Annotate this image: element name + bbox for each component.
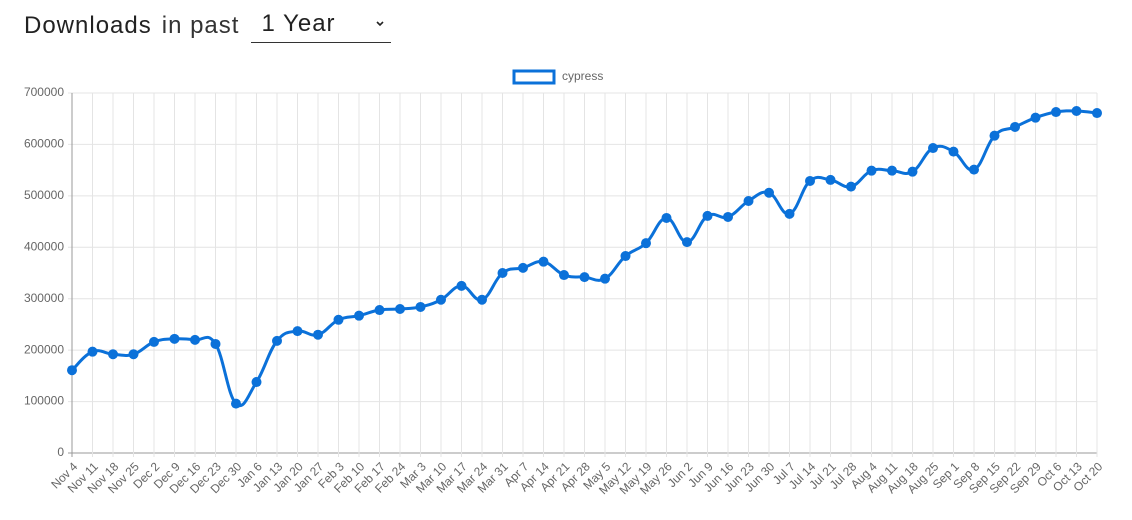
data-point: [456, 280, 467, 291]
data-point: [948, 146, 959, 157]
y-tick-label: 400000: [24, 239, 64, 253]
period-select[interactable]: 1 Year: [251, 9, 392, 43]
data-point: [887, 165, 897, 176]
data-point: [87, 346, 98, 357]
data-point: [907, 166, 918, 177]
y-tick-label: 0: [57, 445, 64, 459]
data-point: [292, 326, 303, 337]
data-point: [825, 174, 836, 185]
data-point: [723, 211, 733, 222]
data-point: [866, 165, 877, 176]
data-point: [169, 333, 180, 344]
data-point: [559, 270, 569, 281]
legend-label: cypress: [562, 69, 603, 83]
data-point: [682, 237, 692, 248]
y-tick-label: 300000: [24, 291, 64, 305]
data-point: [251, 377, 262, 388]
y-tick-label: 100000: [24, 394, 64, 408]
data-point: [805, 175, 815, 186]
data-point: [579, 272, 590, 283]
data-point: [661, 212, 672, 223]
data-point: [620, 251, 631, 262]
data-point: [1030, 112, 1041, 123]
data-point: [149, 336, 159, 347]
data-point: [1071, 106, 1082, 116]
data-point: [190, 334, 200, 345]
data-point: [333, 314, 344, 325]
data-point: [477, 294, 487, 305]
y-tick-label: 700000: [24, 85, 64, 99]
data-point: [1010, 121, 1020, 132]
header: Downloads in past 1 Year: [24, 8, 392, 44]
data-point: [989, 130, 1000, 141]
data-point: [108, 349, 118, 360]
data-point: [600, 273, 610, 284]
title: Downloads: [24, 12, 152, 39]
data-point: [128, 349, 139, 360]
y-tick-label: 200000: [24, 342, 64, 356]
data-point: [1051, 107, 1061, 118]
data-point: [518, 262, 528, 273]
data-point: [313, 329, 323, 340]
data-point: [374, 305, 385, 316]
chevron: [376, 20, 385, 26]
legend-swatch: [512, 69, 556, 85]
data-point: [928, 143, 938, 154]
data-point: [395, 304, 405, 314]
data-point: [538, 256, 549, 267]
subtitle: in past: [161, 12, 240, 39]
data-point: [67, 365, 77, 376]
y-tick-label: 500000: [24, 188, 64, 202]
data-point: [784, 208, 795, 219]
data-point: [743, 196, 754, 206]
data-point: [354, 310, 364, 321]
y-tick-label: 600000: [24, 137, 64, 151]
data-point: [764, 187, 774, 198]
data-point: [210, 338, 221, 349]
data-point: [497, 268, 508, 278]
data-point: [415, 301, 426, 312]
data-point: [436, 294, 446, 305]
data-point: [702, 210, 713, 221]
period-value: 1 Year: [261, 9, 336, 37]
data-point: [641, 238, 651, 249]
data-point: [969, 164, 979, 175]
data-point: [846, 181, 856, 192]
data-point: [1092, 108, 1102, 119]
data-point: [272, 335, 282, 346]
data-point: [231, 398, 241, 409]
